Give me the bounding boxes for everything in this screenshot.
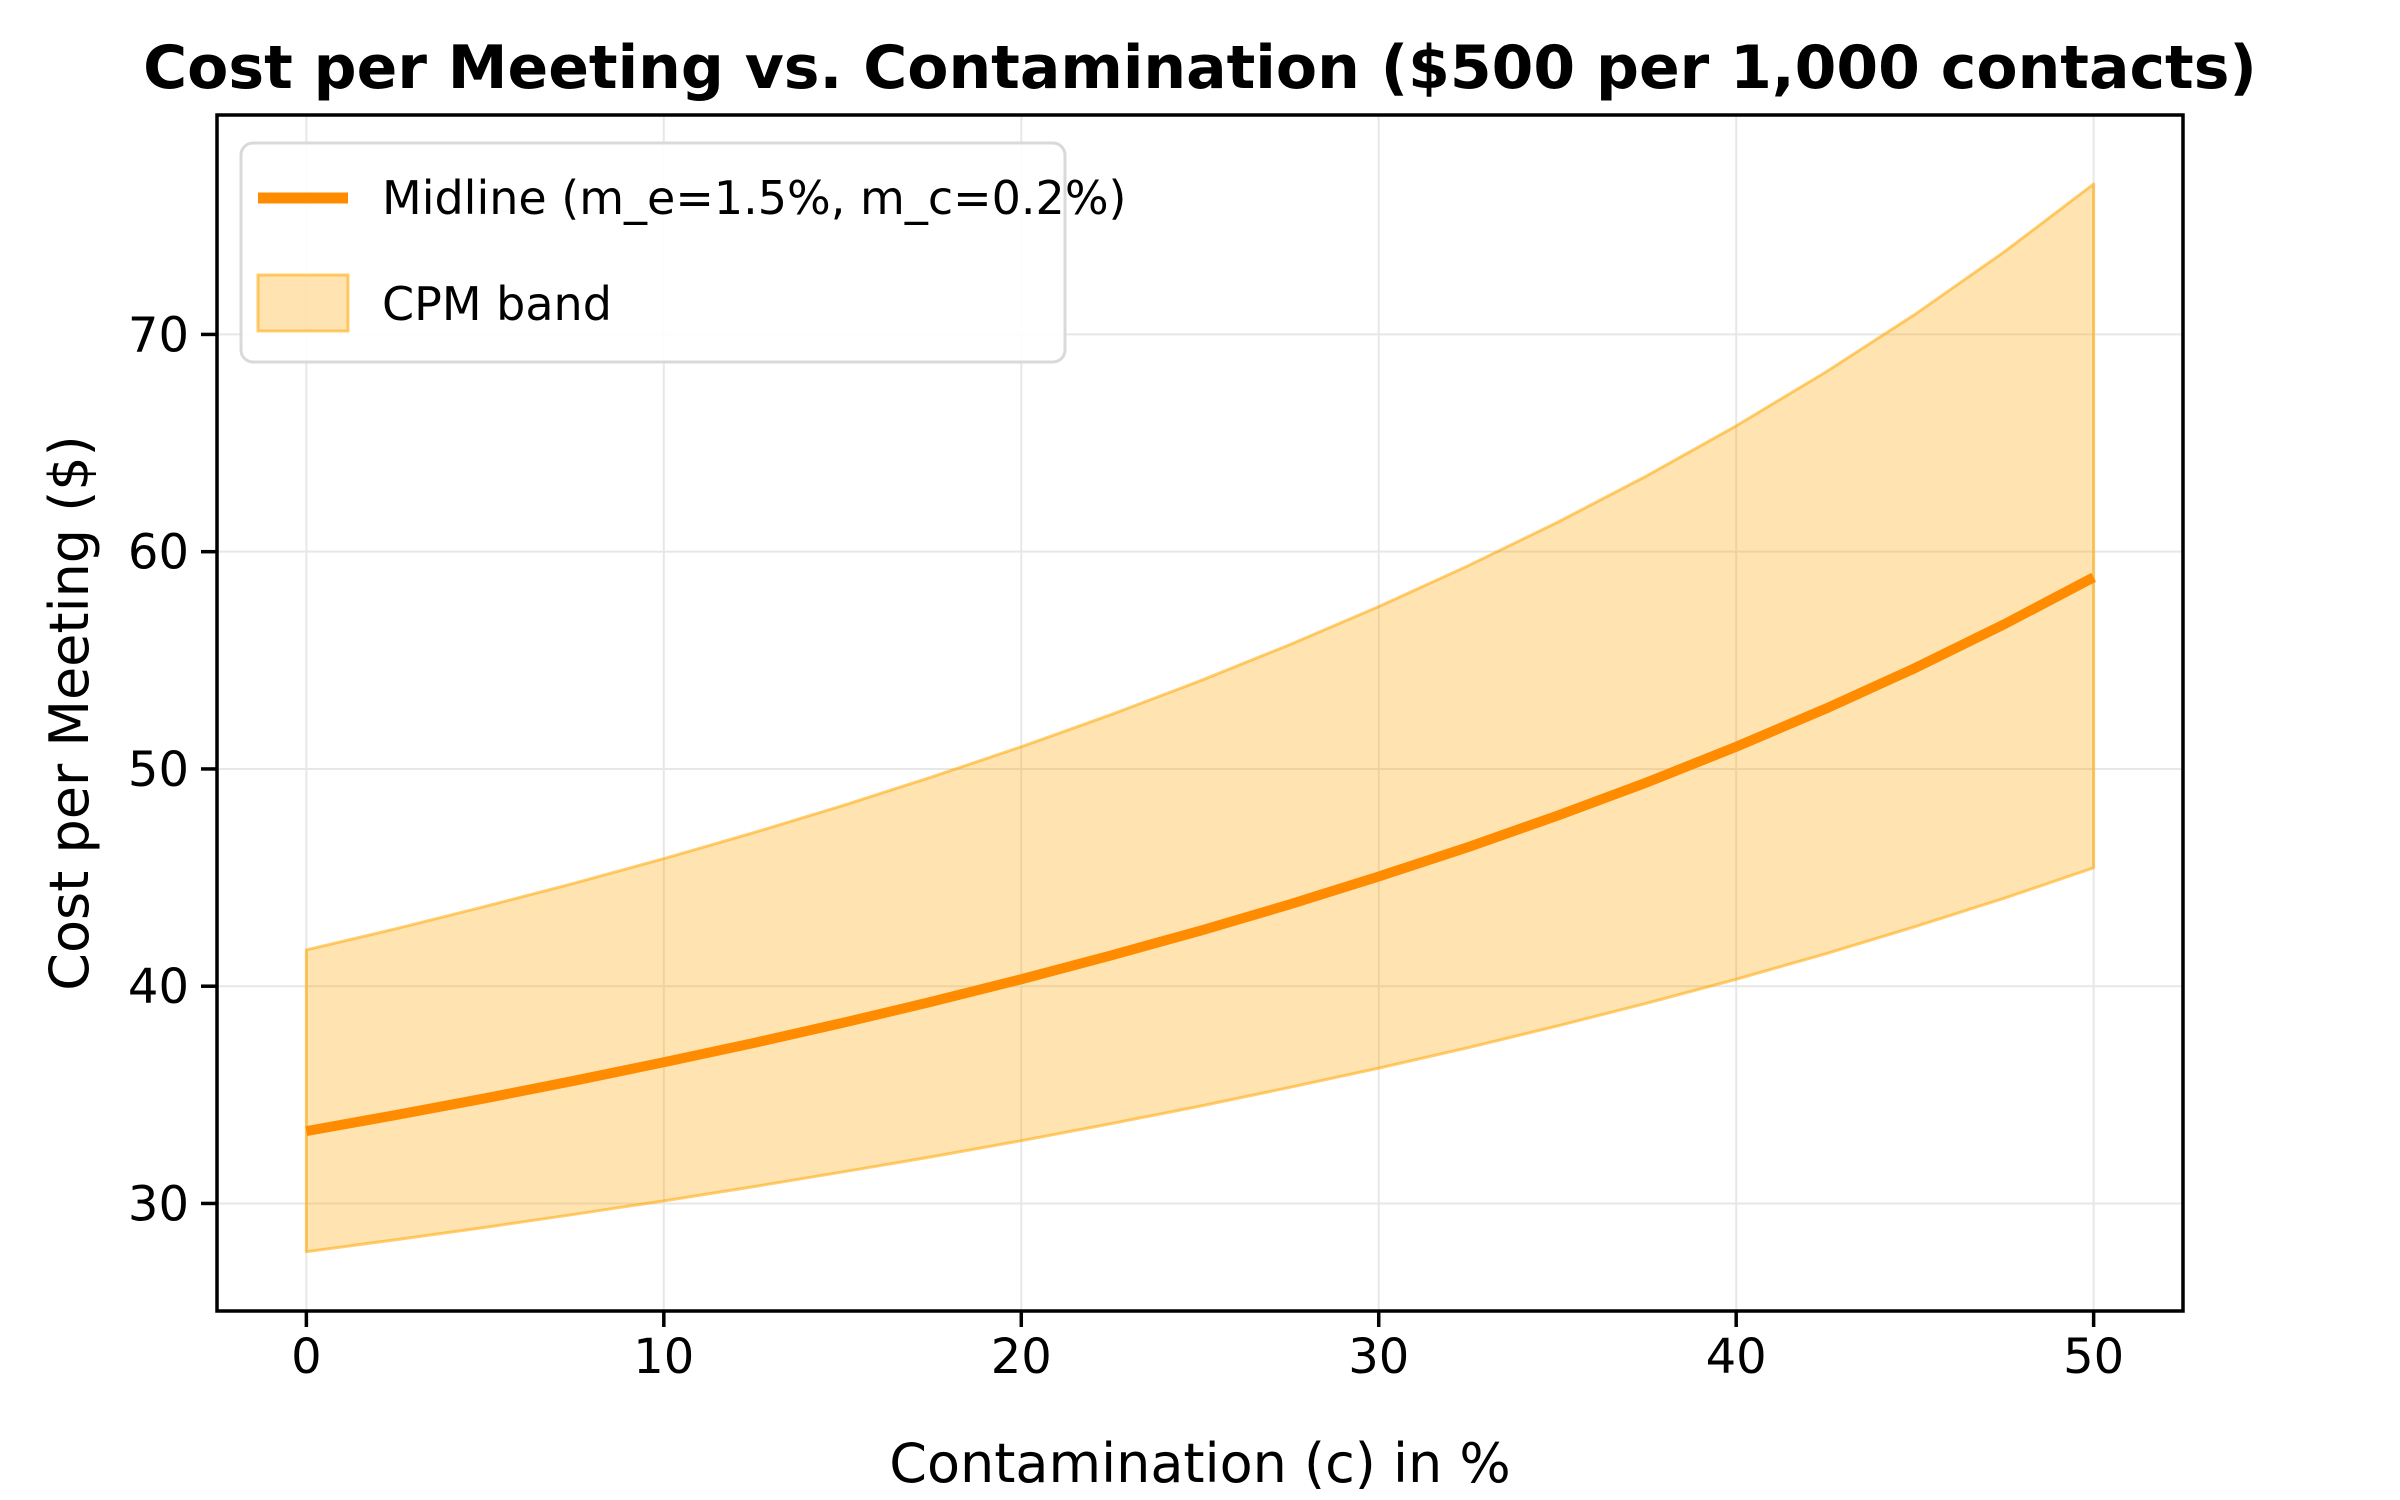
- x-tick-label: 30: [1348, 1329, 1409, 1385]
- x-tick-label: 0: [291, 1329, 322, 1385]
- x-tick-label: 20: [991, 1329, 1052, 1385]
- legend: Midline (m_e=1.5%, m_c=0.2%) CPM band: [239, 141, 1126, 364]
- x-axis-ticks: 0 10 20 30 40 50: [291, 1311, 2124, 1385]
- legend-band-label: CPM band: [382, 277, 612, 331]
- axes-spines: [215, 113, 2185, 1313]
- y-tick-label: 50: [128, 742, 189, 798]
- x-tick-label: 10: [633, 1329, 694, 1385]
- y-tick-label: 40: [128, 959, 189, 1015]
- legend-midline-label: Midline (m_e=1.5%, m_c=0.2%): [382, 171, 1126, 225]
- legend-box: [239, 141, 1067, 364]
- x-tick-label: 50: [2063, 1329, 2124, 1385]
- midline-layer: [305, 572, 2096, 1137]
- cpm-band: [304, 182, 2096, 1254]
- legend-band-swatch: [256, 273, 350, 333]
- cpm-band-layer: [304, 182, 2096, 1254]
- chart-title: Cost per Meeting vs. Contamination ($500…: [143, 33, 2257, 103]
- y-tick-label: 30: [128, 1176, 189, 1232]
- y-axis-ticks: 30 40 50 60 70: [128, 307, 217, 1232]
- x-axis-label: Contamination (c) in %: [889, 1432, 1510, 1495]
- y-tick-label: 70: [128, 307, 189, 363]
- y-axis-label: Cost per Meeting ($): [38, 435, 101, 990]
- y-tick-label: 60: [128, 525, 189, 581]
- x-tick-label: 40: [1706, 1329, 1767, 1385]
- midline-curve: [305, 572, 2096, 1137]
